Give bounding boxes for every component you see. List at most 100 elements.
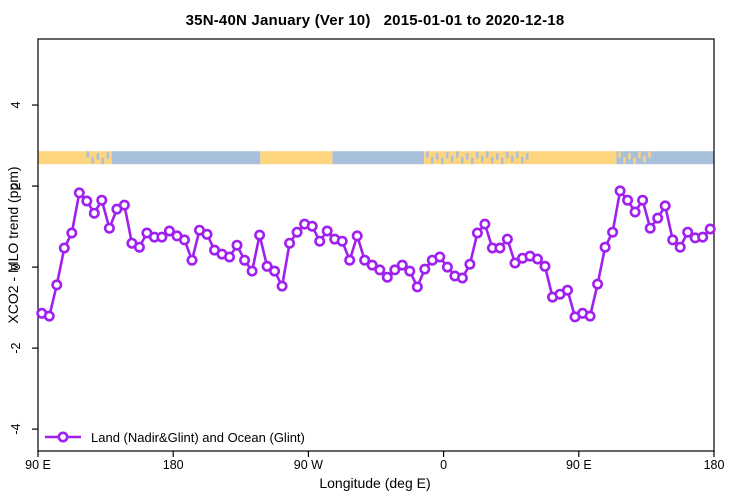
data-point-marker (231, 239, 243, 251)
band-speckle-ocean (521, 157, 524, 164)
data-point-marker (419, 263, 431, 275)
y-tick-label: -4 (9, 424, 23, 435)
band-speckle-ocean (466, 153, 469, 160)
band-speckle-land (638, 151, 641, 159)
data-point-marker (584, 310, 596, 322)
data-point-marker (366, 259, 378, 271)
band-segment-land (260, 151, 333, 165)
data-point-marker (389, 264, 401, 276)
data-point-marker (58, 242, 70, 254)
data-point-marker (133, 241, 145, 253)
data-point-marker (81, 195, 93, 207)
data-point-marker (441, 261, 453, 273)
data-point-marker (607, 226, 619, 238)
data-point-marker (156, 231, 168, 243)
x-tick-label: 90 E (566, 458, 592, 472)
data-point-marker (88, 207, 100, 219)
band-segment-ocean (332, 151, 425, 165)
band-segment-land (38, 151, 85, 165)
data-point-marker (614, 185, 626, 197)
data-point-marker (359, 254, 371, 266)
data-point-marker (471, 227, 483, 239)
data-point-marker (186, 254, 198, 266)
band-speckle-ocean (481, 155, 484, 163)
band-speckle-land (648, 151, 651, 158)
band-speckle-ocean (426, 151, 429, 158)
band-speckle-ocean (511, 155, 514, 163)
x-tick-label: 90 W (294, 458, 323, 472)
x-tick-label: 0 (440, 458, 447, 472)
data-point-marker (479, 218, 491, 230)
band-speckle-ocean (91, 157, 94, 164)
data-point-marker (509, 257, 521, 269)
band-speckle-ocean (101, 157, 104, 165)
band-speckle-ocean (496, 153, 499, 160)
data-point-marker (284, 237, 296, 249)
data-point-marker (246, 265, 258, 277)
band-speckle-ocean (516, 151, 519, 158)
band-speckle-ocean (436, 153, 439, 160)
band-speckle-ocean (451, 155, 454, 163)
band-speckle-ocean (431, 157, 434, 164)
band-speckle-land (633, 157, 636, 165)
band-speckle-ocean (441, 157, 444, 165)
data-point-marker (254, 229, 266, 241)
plot-box (37, 38, 715, 452)
band-speckle-ocean (526, 153, 529, 160)
band-speckle-land (623, 157, 626, 164)
data-point-marker (314, 235, 326, 247)
data-point-marker (561, 284, 573, 296)
data-point-marker (321, 225, 333, 237)
data-point-marker (269, 265, 281, 277)
data-point-marker (163, 225, 175, 237)
x-tick-label: 180 (163, 458, 184, 472)
band-speckle-ocean (486, 151, 489, 158)
data-point-marker (96, 194, 108, 206)
data-point-marker (464, 258, 476, 270)
data-point-marker (592, 278, 604, 290)
data-point-marker (599, 241, 611, 253)
data-point-marker (239, 254, 251, 266)
data-point-marker (404, 265, 416, 277)
y-tick-label: 4 (9, 102, 23, 109)
data-point-marker (456, 272, 468, 284)
chart-title: 35N-40N January (Ver 10) 2015-01-01 to 2… (185, 12, 565, 29)
data-point-marker (179, 234, 191, 246)
data-point-marker (261, 260, 273, 272)
data-point-marker (644, 222, 656, 234)
data-point-marker (704, 223, 716, 235)
data-point-marker (667, 234, 679, 246)
data-point-marker (396, 259, 408, 271)
data-point-marker (344, 254, 356, 266)
data-point-marker (411, 281, 423, 293)
band-segment-ocean (111, 151, 261, 165)
band-speckle-land (628, 153, 631, 160)
data-point-marker (201, 228, 213, 240)
band-speckle-ocean (86, 151, 89, 158)
data-point-marker (637, 194, 649, 206)
data-point-marker (66, 227, 78, 239)
band-speckle-land (643, 155, 646, 163)
data-point-marker (306, 220, 318, 232)
band-segment-land (529, 151, 617, 165)
legend: Land (Nadir&Glint) and Ocean (Glint) (44, 429, 305, 445)
data-point-marker (539, 260, 551, 272)
y-tick-label: 0 (9, 264, 23, 271)
data-point-marker (118, 199, 130, 211)
data-point-marker (682, 226, 694, 238)
data-point-marker (103, 222, 115, 234)
data-point-marker (494, 242, 506, 254)
data-point-marker (434, 251, 446, 263)
data-point-marker (381, 271, 393, 283)
data-point-marker (276, 280, 288, 292)
band-speckle-ocean (456, 151, 459, 158)
data-point-marker (291, 226, 303, 238)
x-tick-label: 90 E (25, 458, 51, 472)
band-speckle-ocean (471, 157, 474, 165)
band-speckle-land (618, 151, 621, 158)
data-point-marker (629, 206, 641, 218)
x-tick-label: 180 (704, 458, 725, 472)
data-point-marker (652, 212, 664, 224)
